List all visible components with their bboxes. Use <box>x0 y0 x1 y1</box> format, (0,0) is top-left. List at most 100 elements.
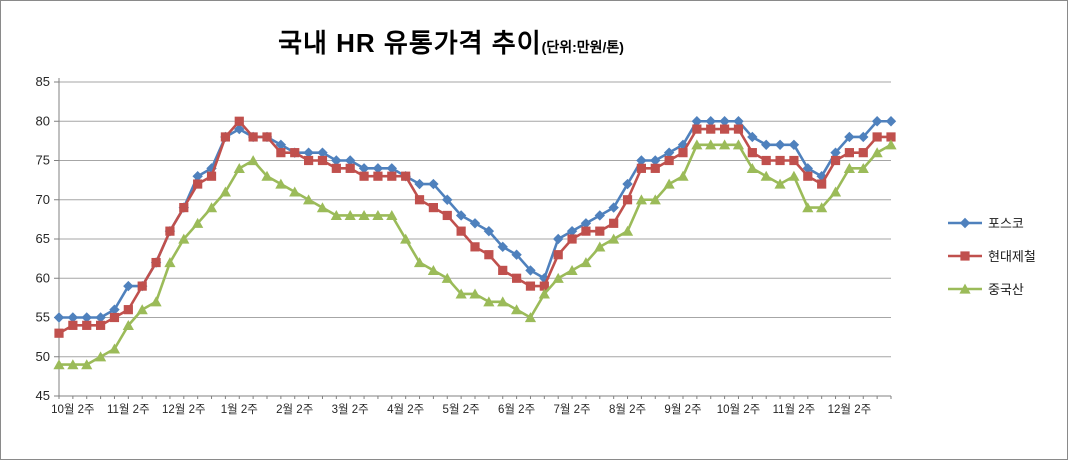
data-point-marker <box>858 131 869 143</box>
y-axis-tick-label: 50 <box>36 349 50 364</box>
data-point-marker <box>691 116 703 127</box>
data-point-marker <box>82 320 92 330</box>
data-point-marker <box>53 359 65 370</box>
data-point-marker <box>261 170 273 181</box>
x-axis-tick-label: 2월 2주 <box>276 403 313 416</box>
data-point-marker <box>609 218 619 228</box>
data-point-marker <box>289 186 301 197</box>
data-point-marker <box>885 116 897 127</box>
data-point-marker <box>636 155 647 166</box>
data-point-marker <box>483 225 495 237</box>
data-point-marker <box>872 132 882 142</box>
data-point-marker <box>497 241 508 253</box>
data-point-marker <box>275 139 287 150</box>
data-point-marker <box>705 139 717 150</box>
data-point-marker <box>330 210 342 221</box>
x-axis-tick-label: 5월 2주 <box>443 403 480 416</box>
data-point-marker <box>803 171 813 181</box>
data-point-marker <box>802 202 814 213</box>
legend-marker-square-icon <box>948 250 982 261</box>
data-point-marker <box>95 351 107 362</box>
data-point-marker <box>789 155 799 166</box>
data-point-marker <box>123 280 134 292</box>
data-point-marker <box>67 312 79 323</box>
data-point-marker <box>137 281 147 291</box>
data-point-marker <box>567 234 577 244</box>
data-point-marker <box>317 155 328 166</box>
x-axis-tick-label: 1월 2주 <box>221 403 258 416</box>
data-point-marker <box>469 218 481 229</box>
data-point-marker <box>192 171 203 182</box>
data-point-marker <box>331 155 342 166</box>
x-axis-tick-label: 10월 2주 <box>717 403 761 416</box>
data-point-marker <box>54 328 64 338</box>
data-point-marker <box>483 296 495 307</box>
data-point-marker <box>414 178 425 190</box>
data-point-marker <box>566 265 578 275</box>
series-현대제철 <box>54 116 896 338</box>
data-point-marker <box>553 250 563 260</box>
data-point-marker <box>358 163 370 174</box>
data-point-marker <box>843 162 855 173</box>
data-point-marker <box>761 139 772 150</box>
data-point-marker <box>109 312 120 323</box>
chart-title: 국내 HR 유통가격 추이 <box>278 28 542 58</box>
data-point-marker <box>816 202 828 213</box>
data-point-marker <box>960 250 970 261</box>
data-point-marker <box>959 217 971 228</box>
data-point-marker <box>53 312 65 323</box>
data-point-marker <box>303 147 314 158</box>
data-point-marker <box>68 320 78 330</box>
legend-item-china-made: 중국산 <box>947 279 1036 298</box>
data-point-marker <box>525 265 536 276</box>
data-point-marker <box>774 178 786 189</box>
data-point-marker <box>95 312 106 323</box>
legend-label: 포스코 <box>988 216 1024 231</box>
data-point-marker <box>275 178 287 189</box>
data-point-marker <box>234 123 245 135</box>
data-point-marker <box>857 162 869 173</box>
legend-marker-diamond-icon <box>948 217 982 228</box>
data-point-marker <box>635 194 647 205</box>
data-point-marker <box>484 250 494 260</box>
x-axis-tick-label: 8월 2주 <box>609 403 646 416</box>
data-point-marker <box>373 171 383 181</box>
data-point-marker <box>303 194 315 205</box>
data-point-marker <box>81 359 93 370</box>
data-point-marker <box>345 155 356 166</box>
data-point-marker <box>248 132 258 142</box>
data-point-marker <box>844 148 854 158</box>
data-point-marker <box>290 148 300 158</box>
data-point-marker <box>67 359 79 370</box>
data-point-marker <box>664 155 674 166</box>
x-axis-tick-label: 10월 2주 <box>51 403 95 416</box>
data-point-marker <box>830 147 841 158</box>
x-axis-tick-label: 12월 2주 <box>828 403 872 416</box>
data-point-marker <box>151 257 161 268</box>
data-point-marker <box>761 155 771 166</box>
data-point-marker <box>455 210 467 221</box>
data-point-marker <box>234 116 244 126</box>
data-point-marker <box>192 217 204 228</box>
data-point-marker <box>552 272 564 283</box>
data-point-marker <box>538 288 550 299</box>
data-point-marker <box>428 178 439 190</box>
data-point-marker <box>123 305 133 315</box>
data-point-marker <box>720 124 730 134</box>
data-point-marker <box>886 132 896 142</box>
data-point-marker <box>524 312 537 323</box>
data-point-marker <box>774 139 786 150</box>
data-point-marker <box>428 203 438 213</box>
data-point-marker <box>304 155 314 166</box>
data-point-marker <box>581 226 591 236</box>
data-point-marker <box>746 162 758 173</box>
data-point-marker <box>539 281 549 291</box>
legend-label: 현대제철 <box>988 249 1036 264</box>
data-point-marker <box>247 155 259 166</box>
data-point-marker <box>178 233 190 244</box>
data-point-marker <box>594 241 606 252</box>
data-point-marker <box>844 131 855 143</box>
y-axis-tick-label: 55 <box>36 310 50 325</box>
data-point-marker <box>830 155 841 166</box>
data-point-marker <box>608 233 620 244</box>
